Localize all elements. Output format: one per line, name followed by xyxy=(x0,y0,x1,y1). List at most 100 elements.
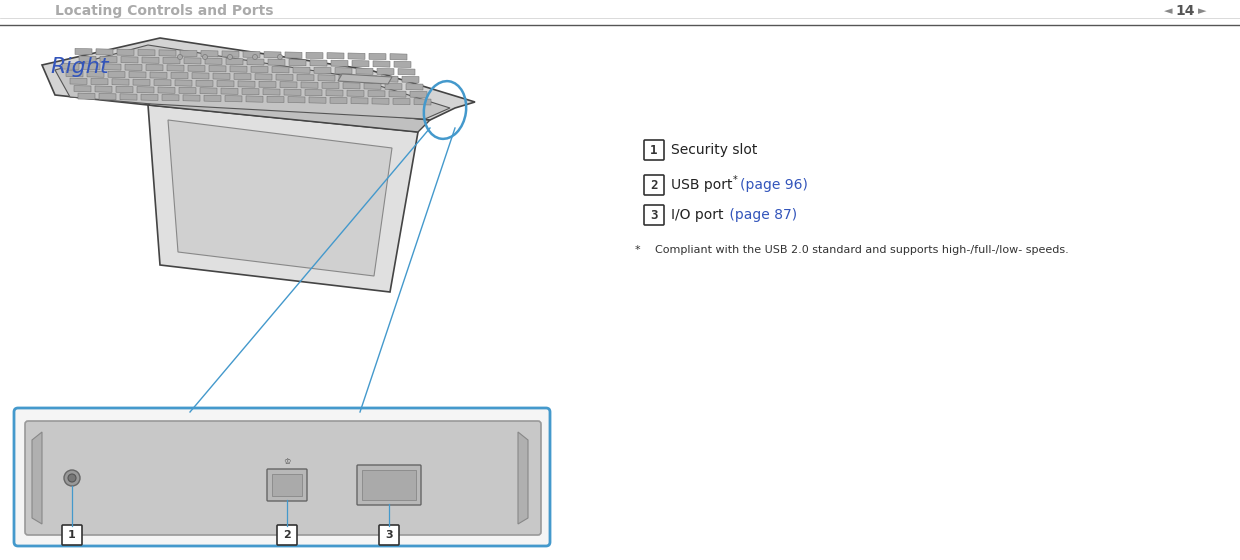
Polygon shape xyxy=(398,69,415,75)
Text: 3: 3 xyxy=(650,208,657,222)
Polygon shape xyxy=(352,60,370,67)
Text: (page 96): (page 96) xyxy=(740,178,808,192)
Polygon shape xyxy=(381,76,398,82)
Polygon shape xyxy=(196,80,213,86)
Polygon shape xyxy=(117,49,134,55)
Polygon shape xyxy=(405,83,423,90)
Polygon shape xyxy=(222,51,239,57)
Polygon shape xyxy=(184,58,201,64)
Polygon shape xyxy=(55,45,450,119)
Polygon shape xyxy=(62,63,79,69)
Polygon shape xyxy=(288,97,305,103)
FancyBboxPatch shape xyxy=(379,525,399,545)
Polygon shape xyxy=(391,54,407,60)
Polygon shape xyxy=(136,87,154,93)
Polygon shape xyxy=(112,79,129,85)
Polygon shape xyxy=(78,93,95,100)
Polygon shape xyxy=(87,71,104,77)
Polygon shape xyxy=(277,74,293,81)
Polygon shape xyxy=(226,58,243,65)
FancyBboxPatch shape xyxy=(25,421,541,535)
Polygon shape xyxy=(360,76,377,82)
Polygon shape xyxy=(389,91,405,97)
Polygon shape xyxy=(192,73,210,79)
Polygon shape xyxy=(394,61,410,68)
Polygon shape xyxy=(167,120,392,276)
Polygon shape xyxy=(104,64,122,70)
Text: 1: 1 xyxy=(68,530,76,540)
Polygon shape xyxy=(162,95,179,101)
Bar xyxy=(272,474,303,496)
Polygon shape xyxy=(393,99,410,105)
Bar xyxy=(362,470,415,500)
Polygon shape xyxy=(243,52,260,58)
Polygon shape xyxy=(339,74,392,84)
Polygon shape xyxy=(368,91,384,97)
Polygon shape xyxy=(348,53,365,59)
Polygon shape xyxy=(171,72,188,78)
FancyBboxPatch shape xyxy=(644,205,663,225)
Polygon shape xyxy=(305,90,322,96)
Polygon shape xyxy=(335,68,352,74)
Circle shape xyxy=(64,470,81,486)
Polygon shape xyxy=(129,72,146,78)
Polygon shape xyxy=(221,88,238,94)
Polygon shape xyxy=(268,59,285,66)
FancyBboxPatch shape xyxy=(644,175,663,195)
Polygon shape xyxy=(331,60,348,67)
Polygon shape xyxy=(365,83,381,89)
Polygon shape xyxy=(284,89,301,95)
Polygon shape xyxy=(125,64,143,71)
Circle shape xyxy=(177,54,182,59)
Polygon shape xyxy=(310,60,327,66)
Polygon shape xyxy=(138,49,155,56)
Polygon shape xyxy=(146,64,162,71)
Polygon shape xyxy=(162,57,180,64)
Polygon shape xyxy=(246,96,263,102)
Polygon shape xyxy=(122,57,138,63)
Circle shape xyxy=(227,54,233,59)
Polygon shape xyxy=(205,95,221,101)
Polygon shape xyxy=(330,97,347,104)
Polygon shape xyxy=(154,80,171,86)
Polygon shape xyxy=(351,97,368,104)
Polygon shape xyxy=(108,71,125,78)
Polygon shape xyxy=(343,83,360,89)
Text: 14: 14 xyxy=(1176,4,1195,18)
Polygon shape xyxy=(83,63,100,70)
Polygon shape xyxy=(327,53,343,59)
Polygon shape xyxy=(414,99,432,105)
Polygon shape xyxy=(213,73,229,80)
Polygon shape xyxy=(180,50,197,57)
Polygon shape xyxy=(322,82,339,88)
Polygon shape xyxy=(314,67,331,73)
Polygon shape xyxy=(267,96,284,102)
Polygon shape xyxy=(210,66,226,72)
Polygon shape xyxy=(175,80,192,86)
Circle shape xyxy=(278,54,283,59)
Circle shape xyxy=(68,474,76,482)
Polygon shape xyxy=(95,49,113,55)
Polygon shape xyxy=(188,65,205,72)
Polygon shape xyxy=(242,88,259,95)
Polygon shape xyxy=(74,49,92,55)
FancyBboxPatch shape xyxy=(357,465,422,505)
FancyBboxPatch shape xyxy=(644,140,663,160)
Text: USB port: USB port xyxy=(671,178,733,192)
Polygon shape xyxy=(159,50,176,56)
Polygon shape xyxy=(280,82,298,88)
Polygon shape xyxy=(120,94,136,100)
Polygon shape xyxy=(301,82,317,88)
Text: 1: 1 xyxy=(650,143,657,156)
Polygon shape xyxy=(317,75,335,81)
Text: (page 87): (page 87) xyxy=(725,208,797,222)
Polygon shape xyxy=(150,72,167,78)
Polygon shape xyxy=(205,58,222,64)
Polygon shape xyxy=(42,38,475,120)
Polygon shape xyxy=(264,52,281,58)
Polygon shape xyxy=(285,52,303,58)
Polygon shape xyxy=(259,81,277,87)
Polygon shape xyxy=(117,86,133,92)
Polygon shape xyxy=(326,90,343,96)
Polygon shape xyxy=(263,88,280,95)
